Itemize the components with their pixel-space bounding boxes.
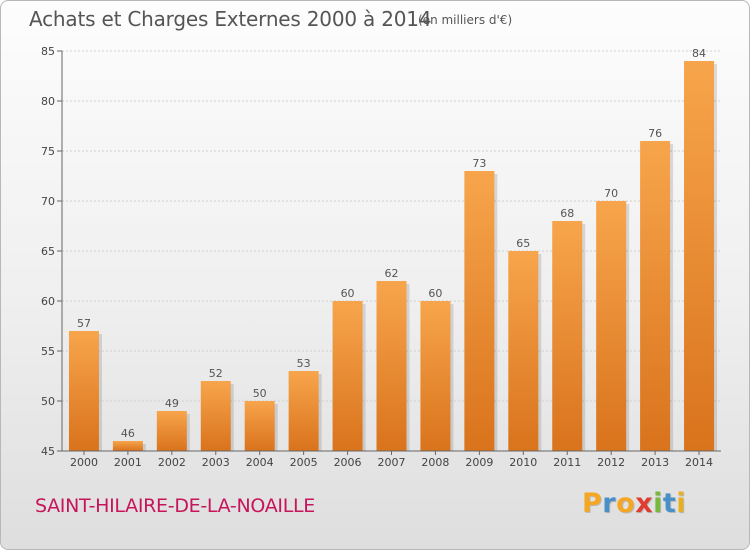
y-tick-label: 50 xyxy=(41,395,55,408)
bar xyxy=(596,201,627,451)
x-tick-label: 2011 xyxy=(553,456,581,469)
bar xyxy=(200,381,231,451)
y-tick-label: 85 xyxy=(41,45,55,58)
x-tick-label: 2013 xyxy=(641,456,669,469)
bar-value-label: 49 xyxy=(165,397,179,410)
x-tick-label: 2009 xyxy=(465,456,493,469)
logo-letter: P xyxy=(582,488,603,519)
bars: 57 46 49 52 50 53 60 62 60 73 65 68 70 76 84 xyxy=(68,47,718,451)
y-tick-label: 65 xyxy=(41,245,55,258)
bar-value-label: 62 xyxy=(385,267,399,280)
bar xyxy=(640,141,671,451)
bar-value-label: 84 xyxy=(692,47,706,60)
bar-value-label: 76 xyxy=(648,127,662,140)
logo-letter: x xyxy=(635,488,654,519)
logo-letter: o xyxy=(616,488,636,519)
bar xyxy=(376,281,407,451)
x-tick-label: 2001 xyxy=(114,456,142,469)
bar xyxy=(684,61,715,451)
logo-letter: i xyxy=(676,488,687,519)
bar xyxy=(332,301,363,451)
bar-value-label: 70 xyxy=(604,187,618,200)
y-tick-label: 60 xyxy=(41,295,55,308)
bar-value-label: 57 xyxy=(77,317,91,330)
commune-name: SAINT-HILAIRE-DE-LA-NOAILLE xyxy=(35,495,315,517)
y-axis: 45 50 55 60 65 70 75 80 85 xyxy=(41,45,63,458)
logo-letter: r xyxy=(602,488,617,519)
unit-note: (en milliers d'€) xyxy=(418,13,513,27)
y-tick-label: 45 xyxy=(41,445,55,458)
logo-letter: i xyxy=(653,488,663,519)
bar-value-label: 65 xyxy=(516,237,530,250)
bar-value-label: 46 xyxy=(121,427,135,440)
logo-letter: t xyxy=(662,488,677,519)
bar xyxy=(552,221,583,451)
bar-value-label: 60 xyxy=(428,287,442,300)
chart-title: Achats et Charges Externes 2000 à 2014 xyxy=(29,7,432,31)
bar xyxy=(244,401,275,451)
bar-value-label: 50 xyxy=(253,387,267,400)
bar xyxy=(464,171,495,451)
bar-value-label: 68 xyxy=(560,207,574,220)
bar xyxy=(288,371,319,451)
bar xyxy=(420,301,451,451)
x-tick-label: 2005 xyxy=(290,456,318,469)
y-tick-label: 70 xyxy=(41,195,55,208)
x-tick-label: 2007 xyxy=(378,456,406,469)
y-tick-label: 80 xyxy=(41,95,55,108)
bar xyxy=(68,331,99,451)
x-tick-label: 2003 xyxy=(202,456,230,469)
bar-value-label: 60 xyxy=(341,287,355,300)
x-tick-label: 2012 xyxy=(597,456,625,469)
x-tick-label: 2004 xyxy=(246,456,274,469)
bar xyxy=(508,251,539,451)
x-tick-label: 2000 xyxy=(70,456,98,469)
bar-value-label: 52 xyxy=(209,367,223,380)
x-tick-label: 2008 xyxy=(421,456,449,469)
x-tick-label: 2006 xyxy=(334,456,362,469)
y-tick-label: 75 xyxy=(41,145,55,158)
bar xyxy=(156,411,187,451)
proxiti-logo[interactable]: Proxiti xyxy=(582,488,686,519)
x-tick-label: 2014 xyxy=(685,456,713,469)
bar-value-label: 53 xyxy=(297,357,311,370)
x-tick-label: 2002 xyxy=(158,456,186,469)
bar xyxy=(112,441,143,451)
x-axis: 2000 2001 2002 2003 2004 2005 2006 2007 2008 2009… xyxy=(62,450,721,469)
y-tick-label: 55 xyxy=(41,345,55,358)
bar-value-label: 73 xyxy=(472,157,486,170)
x-tick-label: 2010 xyxy=(509,456,537,469)
